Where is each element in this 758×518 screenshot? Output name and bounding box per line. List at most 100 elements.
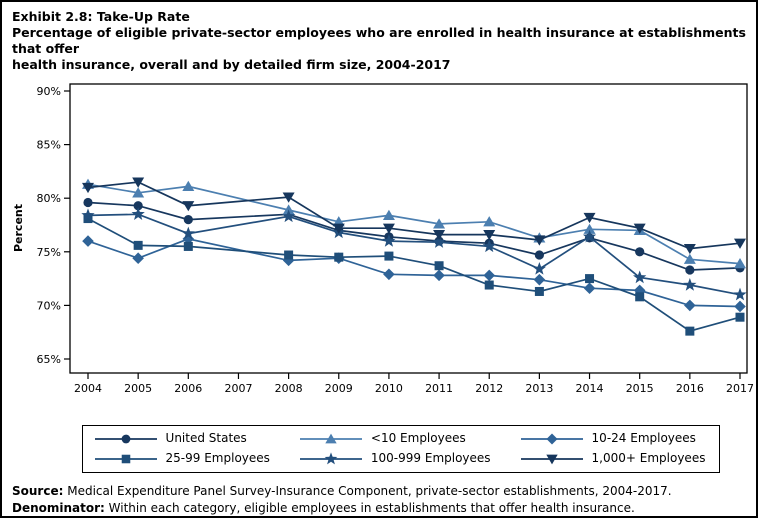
y-axis-tick-label: 80% [37, 192, 61, 205]
data-point-triangle-up [683, 253, 696, 264]
data-point-star [633, 270, 647, 284]
chart-subtitle-line2: health insurance, overall and by detaile… [12, 57, 451, 72]
data-point-square [635, 292, 645, 302]
data-point-circle [635, 247, 645, 257]
legend-item-10-24-employees: 10-24 Employees [519, 429, 706, 448]
data-point-triangle-down [633, 223, 646, 234]
data-point-square [83, 214, 93, 224]
x-axis-tick-label: 2008 [275, 382, 303, 395]
data-point-triangle-down [683, 243, 696, 255]
data-point-diamond [82, 235, 94, 247]
data-point-triangle-down [734, 238, 746, 249]
legend-item-25-99-employees: 25-99 Employees [93, 449, 270, 468]
x-axis-tick-label: 2010 [375, 382, 403, 395]
data-point-square [484, 280, 494, 290]
data-point-triangle-down [483, 230, 496, 241]
plot-area-border [69, 83, 748, 374]
data-point-triangle-down [182, 201, 195, 212]
x-axis-tick-label: 2015 [626, 382, 654, 395]
data-point-triangle-down [82, 182, 94, 194]
triangle-up-legend-icon [299, 433, 362, 443]
data-point-star [432, 235, 446, 248]
legend-label: 1,000+ Employees [591, 451, 706, 465]
x-axis-tick-label: 2007 [224, 382, 252, 395]
data-point-square [434, 261, 444, 271]
data-point-triangle-down [332, 223, 345, 234]
data-point-diamond [546, 432, 558, 445]
data-point-triangle-down [382, 223, 395, 234]
data-point-triangle-down [533, 235, 546, 246]
y-axis-tick-label: 90% [37, 85, 61, 98]
data-point-square [685, 326, 695, 336]
data-point-triangle-up [132, 187, 145, 198]
data-point-square [534, 286, 544, 296]
data-point-triangle-down [282, 192, 295, 203]
data-point-square [334, 252, 344, 262]
data-point-triangle-down [433, 230, 446, 241]
data-point-star [582, 229, 597, 243]
x-axis-tick-label: 2004 [74, 382, 102, 395]
data-point-square [284, 250, 294, 260]
x-axis-tick-label: 2014 [576, 382, 604, 395]
data-point-triangle-down [583, 212, 596, 224]
x-axis-tick-label: 2017 [726, 382, 754, 395]
legend-label: <10 Employees [370, 431, 466, 445]
data-point-star [81, 208, 95, 222]
y-axis-tick-label: 70% [37, 299, 61, 312]
data-point-square [133, 240, 143, 250]
legend-item-10-employees: <10 Employees [298, 429, 491, 448]
data-point-star [181, 226, 195, 240]
data-point-diamond [383, 268, 395, 281]
data-point-star [482, 239, 496, 253]
source-note: Source: Medical Expenditure Panel Survey… [12, 483, 746, 500]
data-point-star [532, 261, 547, 275]
data-point-triangle-up [325, 433, 337, 443]
data-point-diamond [483, 269, 496, 282]
x-axis-tick-label: 2013 [525, 382, 553, 395]
data-point-star [683, 278, 697, 291]
denominator-note: Denominator: Within each category, eligi… [12, 500, 746, 516]
legend-item-united-states: United States [93, 429, 270, 448]
diamond-legend-icon [520, 432, 583, 445]
data-point-star [382, 234, 396, 247]
x-axis-tick-label: 2012 [475, 382, 503, 395]
data-point-circle [183, 215, 193, 225]
data-point-square [735, 312, 745, 322]
data-point-diamond [433, 269, 445, 282]
denominator-text: Within each category, eligible employees… [104, 501, 635, 515]
data-point-triangle-down [132, 177, 145, 188]
take-up-rate-line-chart: 65% 70% 75% 80% 85% 90% 2004 2005 2006 2007 2008 20… [12, 83, 754, 395]
legend-item-1-000-employees: 1,000+ Employees [519, 449, 706, 468]
legend-label: United States [165, 431, 247, 445]
data-point-square [121, 454, 130, 463]
data-point-circle [121, 434, 130, 443]
data-point-star [733, 287, 747, 301]
x-axis-tick-label: 2016 [676, 382, 704, 395]
legend-label: 25-99 Employees [165, 451, 270, 465]
data-point-square [585, 274, 595, 284]
data-point-diamond [282, 254, 295, 267]
data-point-triangle-up [734, 257, 746, 269]
data-point-triangle-up [583, 223, 596, 234]
source-text: Medical Expenditure Panel Survey-Insuran… [63, 484, 672, 498]
legend-label: 10-24 Employees [591, 431, 696, 445]
y-axis-tick-label: 65% [37, 353, 61, 366]
y-axis-tick-label: 75% [37, 246, 61, 259]
exhibit-title: Exhibit 2.8: Take-Up Rate [12, 9, 190, 24]
triangle-down-legend-icon [520, 454, 583, 464]
data-point-diamond [583, 282, 596, 295]
data-point-triangle-up [182, 180, 195, 192]
data-point-diamond [132, 252, 144, 265]
data-point-star [131, 207, 145, 220]
data-point-triangle-down [545, 454, 558, 464]
legend-label: 100-999 Employees [370, 451, 491, 465]
data-point-star [324, 451, 338, 464]
x-axis-tick-label: 2011 [425, 382, 453, 395]
chart-footnotes: Source: Medical Expenditure Panel Survey… [2, 473, 756, 516]
data-point-square [183, 241, 193, 251]
chart-title-block: Exhibit 2.8: Take-Up Rate Percentage of … [2, 2, 756, 73]
data-point-diamond [734, 300, 746, 313]
chart-legend: United States <10 Employees 10-24 Employee… [81, 425, 721, 473]
data-point-triangle-up [433, 218, 446, 229]
